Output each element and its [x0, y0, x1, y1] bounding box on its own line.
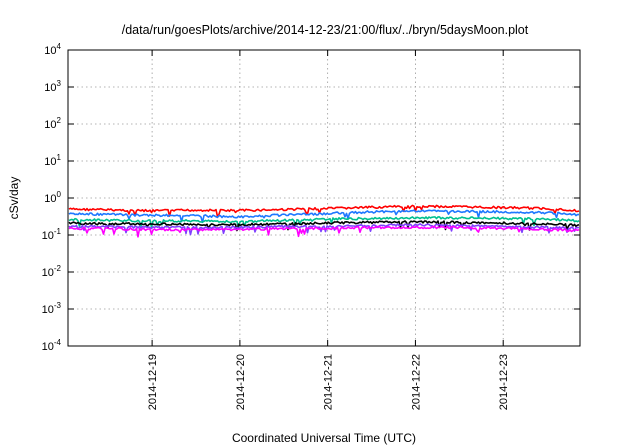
y-tick-label: 10-3 [42, 301, 62, 316]
x-axis-label: Coordinated Universal Time (UTC) [232, 431, 416, 445]
chart-title: /data/run/goesPlots/archive/2014-12-23/2… [122, 23, 529, 37]
series-line [68, 204, 580, 218]
y-tick-label: 103 [44, 79, 61, 94]
y-tick-label: 102 [44, 116, 61, 131]
x-tick-label: 2014-12-20 [235, 354, 247, 410]
series-line [68, 216, 580, 229]
series-line [68, 223, 580, 236]
y-tick-label: 100 [44, 190, 61, 205]
series-line [68, 209, 579, 224]
x-tick-label: 2014-12-19 [147, 354, 159, 410]
x-tick-label: 2014-12-23 [498, 354, 510, 410]
y-tick-label: 10-1 [42, 227, 62, 242]
x-axis-ticks: 2014-12-19 2014-12-20 2014-12-21 2014-12-22… [147, 50, 510, 410]
y-axis-label: cSv/day [7, 177, 21, 220]
series-line [68, 220, 580, 232]
series-line [68, 225, 580, 238]
series-lines [68, 204, 580, 238]
y-tick-label: 10-4 [42, 338, 62, 353]
x-tick-label: 2014-12-22 [410, 354, 422, 410]
y-tick-label: 10-2 [42, 264, 62, 279]
grid [68, 50, 580, 346]
y-tick-label: 104 [44, 42, 61, 57]
x-tick-label: 2014-12-21 [323, 354, 335, 410]
y-axis-ticks: 10-4 10-3 10-2 10-1 100 101 102 103 104 [42, 42, 580, 353]
y-tick-label: 101 [44, 153, 61, 168]
